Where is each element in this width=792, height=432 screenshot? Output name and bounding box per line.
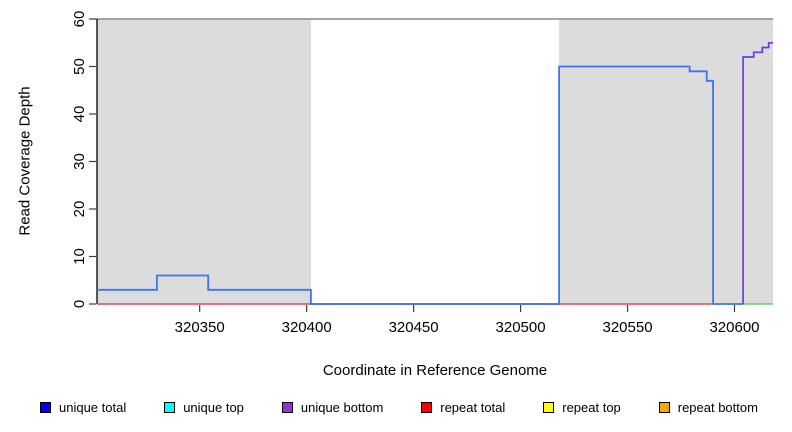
repeat-total-swatch-icon [421, 402, 433, 413]
x-tick-label: 320550 [603, 319, 653, 336]
repeat-bottom-swatch-icon [658, 402, 670, 413]
unique-total-swatch-icon [40, 402, 51, 413]
series-unique-bottom [742, 41, 773, 304]
legend-item-unique-bottom: unique bottom [281, 400, 384, 415]
legend-label: unique top [183, 400, 244, 415]
coverage-plot-canvas: 320350 320400 320450 320500 320550 320600 0 10 2… [71, 11, 773, 336]
unique-top-swatch-icon [164, 402, 176, 413]
legend-label: repeat bottom [677, 400, 758, 415]
legend-label: unique total [59, 400, 127, 415]
y-axis-title: Read Coverage Depth [16, 86, 34, 236]
y-tick-label: 50 [71, 58, 88, 75]
y-tick-label: 20 [71, 201, 88, 218]
shaded-repeat-region [97, 19, 311, 304]
legend: unique total unique top unique bottom re… [40, 400, 758, 415]
legend-label: repeat total [440, 400, 506, 415]
legend-label: unique bottom [300, 400, 384, 415]
x-axis-title: Coordinate in Reference Genome [322, 362, 548, 379]
legend-item-repeat-bottom: repeat bottom [658, 400, 758, 415]
y-tick-label: 60 [71, 11, 88, 28]
shaded-repeat-region [559, 19, 773, 304]
y-tick-label: 0 [71, 300, 88, 308]
x-tick-label: 320350 [175, 319, 225, 336]
legend-label: repeat top [562, 400, 621, 415]
x-tick-label: 320500 [496, 319, 546, 336]
legend-item-repeat-total: repeat total [421, 400, 505, 415]
x-tick-label: 320400 [282, 319, 332, 336]
legend-item-unique-total: unique total [40, 400, 126, 415]
y-tick-label: 40 [71, 106, 88, 123]
y-tick-label: 10 [71, 248, 88, 265]
series-unique-total [97, 65, 744, 305]
repeat-top-swatch-icon [543, 402, 555, 413]
x-tick-label: 320600 [709, 319, 759, 336]
legend-item-repeat-top: repeat top [543, 400, 621, 415]
unique-bottom-swatch-icon [281, 402, 293, 413]
y-tick-label: 30 [71, 153, 88, 170]
legend-item-unique-top: unique top [164, 400, 244, 415]
x-tick-label: 320450 [389, 319, 439, 336]
